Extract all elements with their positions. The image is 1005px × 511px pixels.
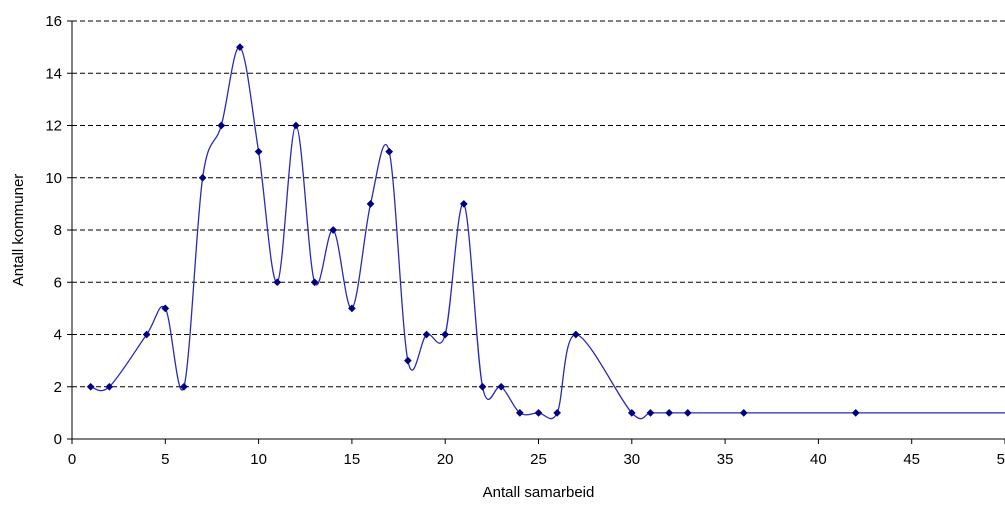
data-point-marker [273,278,282,287]
data-point-marker [665,408,674,417]
data-point-marker [515,408,524,417]
data-point-marker [739,408,748,417]
x-tick-label: 15 [344,451,361,468]
data-point-marker [403,356,412,365]
data-point-marker [851,408,860,417]
y-tick-label: 16 [45,13,62,30]
y-tick-label: 12 [45,118,62,135]
data-point-marker [142,330,151,339]
data-point-marker [254,147,263,156]
series-group [86,43,1005,420]
data-point-marker [571,330,580,339]
series-line [90,46,1005,420]
data-point-marker [627,408,636,417]
data-point-marker [497,382,506,391]
x-tick-label: 35 [717,451,734,468]
data-point-marker [385,147,394,156]
y-tick-label: 8 [54,222,62,239]
data-point-marker [86,382,95,391]
data-point-marker [180,382,188,391]
data-point-marker [347,304,356,313]
data-point-marker [534,408,543,417]
y-tick-label: 6 [54,274,62,291]
data-point-marker [553,408,562,417]
x-tick-label: 5 [161,451,169,468]
data-point-marker [105,382,114,391]
data-point-marker [329,226,338,234]
y-tick-label: 0 [54,431,62,448]
x-tick-label: 30 [623,451,640,468]
x-tick-label: 0 [68,451,76,468]
x-tick-label: 40 [810,451,827,468]
x-tick-label: 10 [250,451,267,468]
grid-lines [72,20,1005,388]
x-tick-label: 50 [997,451,1005,468]
data-point-marker [478,382,487,391]
y-tick-label: 10 [45,170,62,187]
data-point-marker [198,173,207,182]
data-point-marker [683,408,692,417]
data-point-marker [235,43,244,52]
x-axis-ticks: 0 5 10 15 20 25 30 35 40 45 50 [68,439,1005,468]
data-point-marker [646,408,655,417]
data-point-marker [217,121,226,130]
x-tick-label: 45 [903,451,920,468]
data-point-marker [161,304,170,313]
y-tick-label: 14 [45,65,62,82]
y-tick-label: 2 [54,379,62,396]
x-axis-title: Antall samarbeid [483,484,595,501]
data-point-marker [291,121,300,130]
y-axis-title: Antall kommuner [10,174,27,287]
data-point-marker [310,278,319,287]
data-point-marker [422,330,431,339]
data-point-marker [441,330,450,339]
x-tick-label: 25 [530,451,547,468]
data-point-marker [459,199,468,208]
y-axis-ticks: 0 2 4 6 8 10 12 14 16 [45,13,72,448]
x-tick-label: 20 [437,451,454,468]
data-point-marker [366,199,375,208]
y-tick-label: 4 [54,327,62,344]
